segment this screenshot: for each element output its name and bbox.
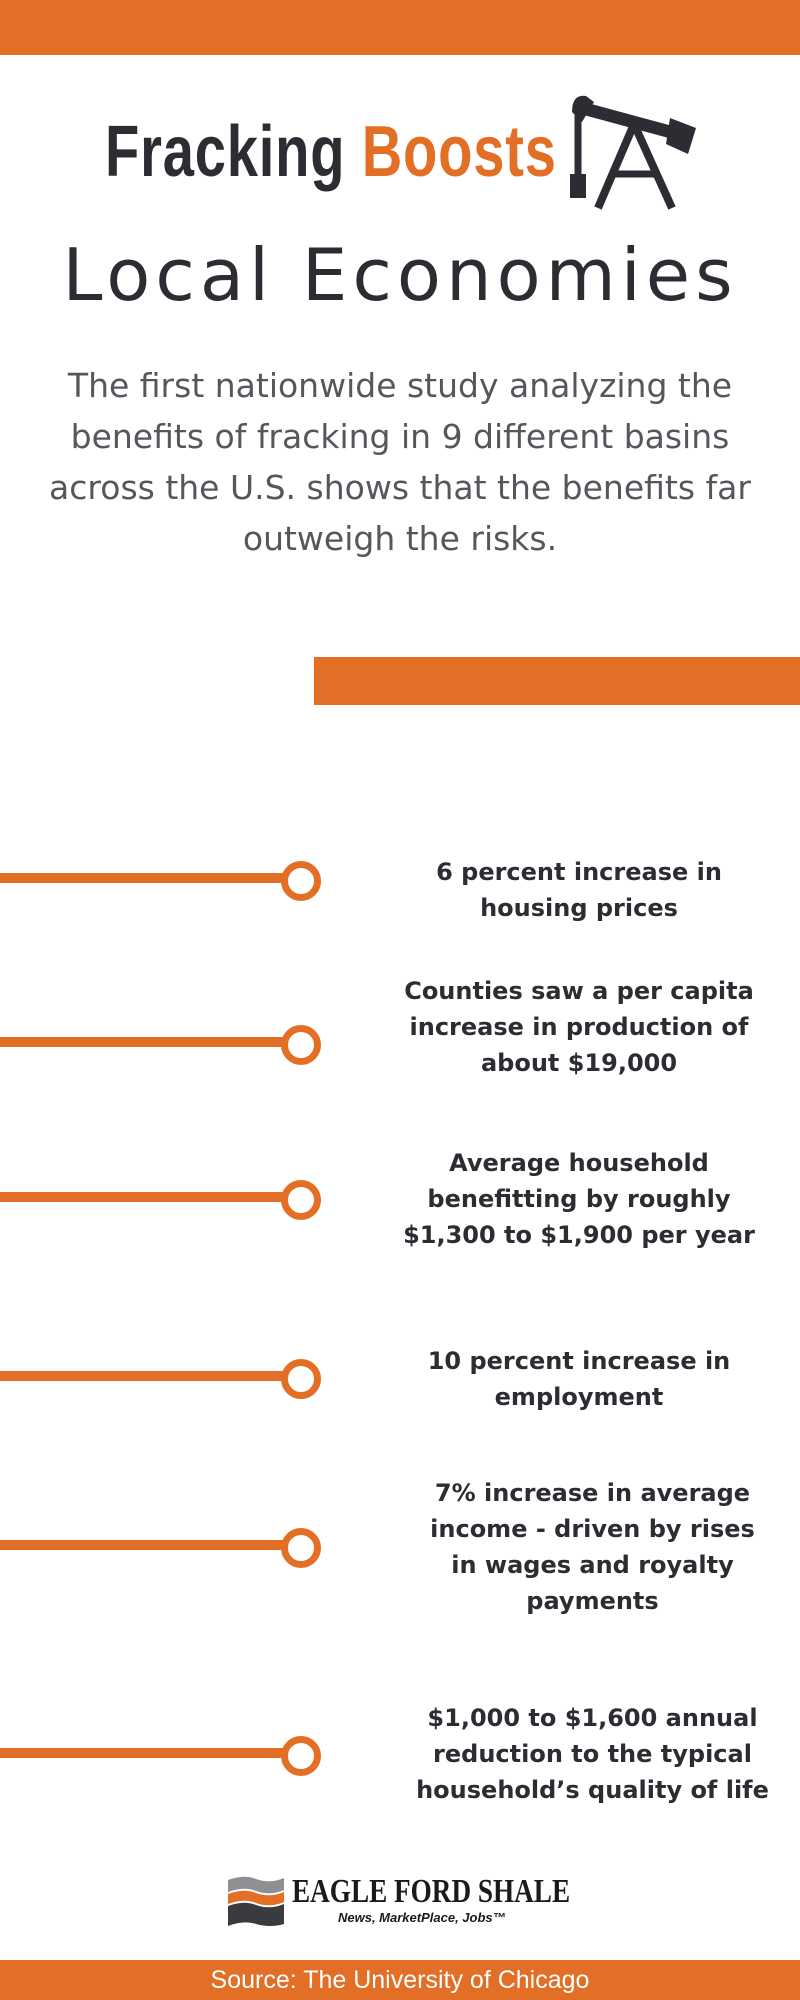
headline-word-boosts: Boosts (361, 112, 557, 192)
timeline-dot (281, 1736, 321, 1776)
stat-employment: 10 percent increase in employment (427, 1347, 731, 1411)
timeline-dot (281, 861, 321, 901)
stat-housing-prices: 6 percent increase in housing prices (436, 858, 722, 922)
stat-household-benefit: Average household benefitting by roughly… (403, 1149, 755, 1249)
timeline-connector-line (0, 1748, 290, 1758)
pumpjack-icon (570, 95, 696, 210)
stat-quality-of-life: $1,000 to $1,600 annual reduction to the… (416, 1704, 769, 1804)
timeline-connector-line (0, 1192, 290, 1202)
timeline-connector-line (0, 1371, 290, 1381)
stat-production-per-capita: Counties saw a per capita increase in pr… (404, 977, 754, 1077)
logo-wordmark: EAGLE FORD SHALE (292, 1873, 571, 1910)
timeline-dot (281, 1025, 321, 1065)
timeline-connector-line (0, 873, 290, 883)
eagle-ford-shale-logo-icon (228, 1876, 284, 1926)
source-credit: Source: The University of Chicago (210, 1966, 590, 1994)
headline-line-2: Local Economies (62, 233, 738, 317)
timeline-dot (281, 1528, 321, 1568)
footer-bar (0, 1960, 800, 2000)
timeline-dot (281, 1359, 321, 1399)
headline-line-1: Fracking Boosts (105, 112, 557, 192)
top-accent-bar (0, 0, 800, 55)
divider-accent-bar (314, 657, 800, 705)
stat-average-income: 7% increase in average income - driven b… (430, 1479, 755, 1615)
timeline-dot (281, 1180, 321, 1220)
logo-tagline: News, MarketPlace, Jobs™ (338, 1910, 506, 1925)
timeline-connector-line (0, 1037, 290, 1047)
headline-word-fracking: Fracking (105, 112, 346, 192)
intro-paragraph: The first nationwide study analyzing the… (49, 366, 751, 558)
timeline-connector-line (0, 1540, 290, 1550)
